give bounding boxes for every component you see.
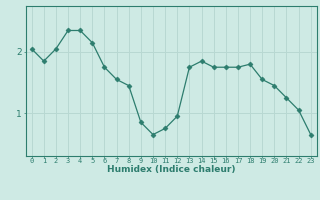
X-axis label: Humidex (Indice chaleur): Humidex (Indice chaleur) bbox=[107, 165, 236, 174]
